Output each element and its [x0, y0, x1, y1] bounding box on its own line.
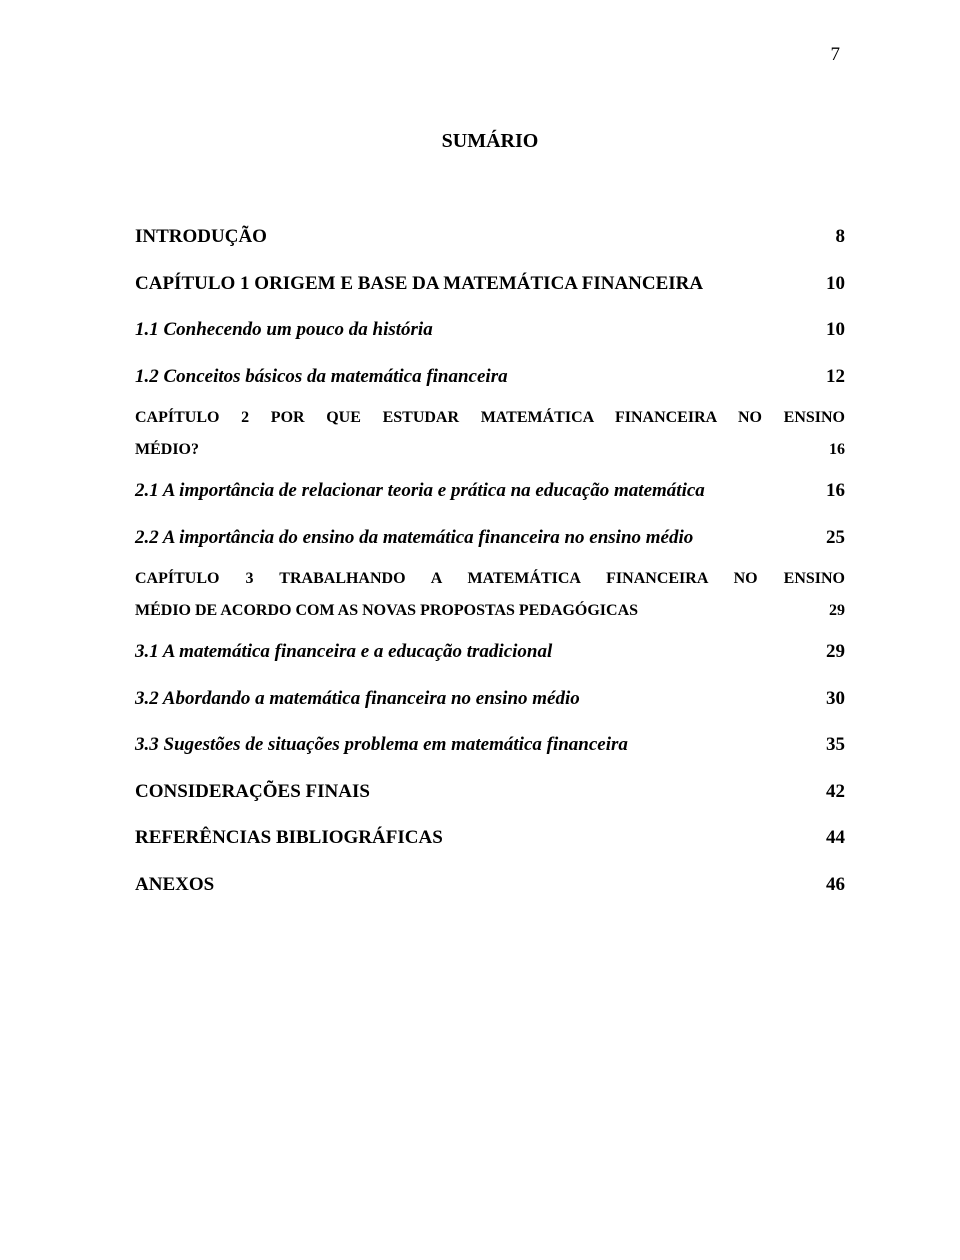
toc-entry-page: 46 [826, 871, 845, 900]
toc-entry-label: INTRODUÇÃO [135, 223, 836, 252]
toc-entry: CONSIDERAÇÕES FINAIS42 [135, 778, 845, 807]
toc-entry-label: 3.3 Sugestões de situações problema em m… [135, 731, 826, 760]
toc-entry-label: MÉDIO DE ACORDO COM AS NOVAS PROPOSTAS P… [135, 602, 829, 620]
toc-entry-label: 2.2 A importância do ensino da matemátic… [135, 524, 826, 553]
toc-entry-page: 42 [826, 778, 845, 807]
toc-entry-label: CAPÍTULO 1 ORIGEM E BASE DA MATEMÁTICA F… [135, 270, 826, 299]
toc-entry-page: 8 [836, 223, 846, 252]
toc-entry-page: 30 [826, 685, 845, 714]
toc-entry-label: 3.1 A matemática financeira e a educação… [135, 638, 826, 667]
toc-entry: CAPÍTULO 1 ORIGEM E BASE DA MATEMÁTICA F… [135, 270, 845, 299]
toc-entry: ANEXOS46 [135, 871, 845, 900]
toc-entry: 1.1 Conhecendo um pouco da história10 [135, 316, 845, 345]
toc-title: SUMÁRIO [135, 130, 845, 153]
toc-entry-page: 12 [826, 363, 845, 392]
toc-list: INTRODUÇÃO8 CAPÍTULO 1 ORIGEM E BASE DA M… [135, 223, 845, 899]
toc-entry: 3.3 Sugestões de situações problema em m… [135, 731, 845, 760]
toc-entry-label: 1.2 Conceitos básicos da matemática fina… [135, 363, 826, 392]
toc-entry: REFERÊNCIAS BIBLIOGRÁFICAS44 [135, 824, 845, 853]
toc-entry-label: REFERÊNCIAS BIBLIOGRÁFICAS [135, 824, 826, 853]
page-number: 7 [831, 44, 841, 66]
toc-entry-label: 2.1 A importância de relacionar teoria e… [135, 477, 826, 506]
toc-entry-page: 35 [826, 731, 845, 760]
toc-entry-page: 16 [829, 441, 845, 459]
toc-entry-label: CAPÍTULO 3 TRABALHANDO A MATEMÁTICA FINA… [135, 570, 845, 588]
toc-entry: 2.1 A importância de relacionar teoria e… [135, 477, 845, 506]
toc-entry-page: 44 [826, 824, 845, 853]
toc-entry-label: 1.1 Conhecendo um pouco da história [135, 316, 826, 345]
toc-entry: CAPÍTULO 3 TRABALHANDO A MATEMÁTICA FINA… [135, 570, 845, 620]
toc-entry: 1.2 Conceitos básicos da matemática fina… [135, 363, 845, 392]
toc-entry-label: ANEXOS [135, 871, 826, 900]
toc-entry-page: 25 [826, 524, 845, 553]
toc-entry: 3.2 Abordando a matemática financeira no… [135, 685, 845, 714]
toc-entry-label: CAPÍTULO 2 POR QUE ESTUDAR MATEMÁTICA FI… [135, 409, 845, 427]
toc-entry: INTRODUÇÃO8 [135, 223, 845, 252]
toc-entry-label: CONSIDERAÇÕES FINAIS [135, 778, 826, 807]
toc-entry: CAPÍTULO 2 POR QUE ESTUDAR MATEMÁTICA FI… [135, 409, 845, 459]
toc-entry-page: 16 [826, 477, 845, 506]
toc-entry-page: 29 [826, 638, 845, 667]
toc-entry-page: 10 [826, 316, 845, 345]
toc-entry-label: 3.2 Abordando a matemática financeira no… [135, 685, 826, 714]
toc-entry: 3.1 A matemática financeira e a educação… [135, 638, 845, 667]
toc-entry-page: 29 [829, 602, 845, 620]
toc-entry-page: 10 [826, 270, 845, 299]
toc-entry: 2.2 A importância do ensino da matemátic… [135, 524, 845, 553]
toc-entry-label: MÉDIO? [135, 441, 829, 459]
